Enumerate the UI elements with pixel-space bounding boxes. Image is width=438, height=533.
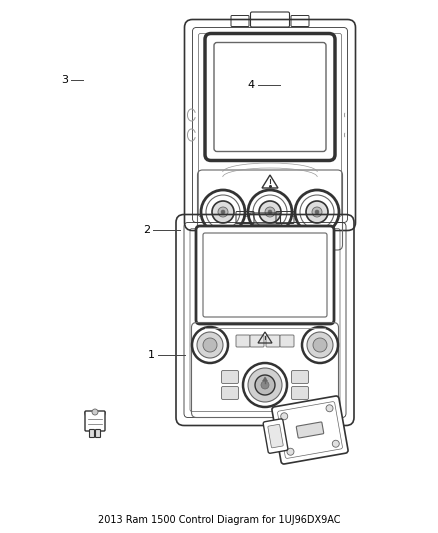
Circle shape xyxy=(295,190,339,234)
Text: 2013 Ram 1500 Control Diagram for 1UJ96DX9AC: 2013 Ram 1500 Control Diagram for 1UJ96D… xyxy=(98,515,340,525)
Text: 2: 2 xyxy=(143,225,150,235)
Circle shape xyxy=(302,327,338,363)
Circle shape xyxy=(287,448,294,455)
FancyBboxPatch shape xyxy=(263,419,288,453)
Circle shape xyxy=(255,375,275,395)
Wedge shape xyxy=(88,412,102,419)
FancyBboxPatch shape xyxy=(222,386,239,400)
Circle shape xyxy=(315,210,319,214)
FancyBboxPatch shape xyxy=(214,43,326,151)
Circle shape xyxy=(206,195,240,229)
Circle shape xyxy=(92,409,98,415)
Circle shape xyxy=(259,201,281,223)
FancyBboxPatch shape xyxy=(280,335,294,347)
FancyBboxPatch shape xyxy=(236,335,250,347)
FancyBboxPatch shape xyxy=(205,34,335,160)
Circle shape xyxy=(197,332,223,358)
FancyBboxPatch shape xyxy=(89,430,95,438)
FancyBboxPatch shape xyxy=(95,430,100,438)
FancyBboxPatch shape xyxy=(222,370,239,384)
FancyBboxPatch shape xyxy=(292,370,308,384)
FancyBboxPatch shape xyxy=(266,335,280,347)
Circle shape xyxy=(248,368,282,402)
Circle shape xyxy=(243,363,287,407)
Circle shape xyxy=(201,190,245,234)
FancyBboxPatch shape xyxy=(272,396,348,464)
FancyBboxPatch shape xyxy=(268,424,283,448)
Text: 4: 4 xyxy=(248,80,255,90)
FancyBboxPatch shape xyxy=(292,386,308,400)
Circle shape xyxy=(312,207,322,217)
Circle shape xyxy=(306,201,328,223)
Circle shape xyxy=(300,195,334,229)
Circle shape xyxy=(265,207,275,217)
FancyBboxPatch shape xyxy=(203,233,327,317)
Wedge shape xyxy=(85,412,105,422)
Circle shape xyxy=(332,440,339,447)
Circle shape xyxy=(203,338,217,352)
Circle shape xyxy=(248,190,292,234)
FancyBboxPatch shape xyxy=(250,335,264,347)
Polygon shape xyxy=(262,377,268,381)
Circle shape xyxy=(212,201,234,223)
Text: 3: 3 xyxy=(61,75,68,85)
FancyBboxPatch shape xyxy=(85,411,105,431)
Circle shape xyxy=(326,405,333,412)
Circle shape xyxy=(268,210,272,214)
FancyBboxPatch shape xyxy=(196,226,334,324)
Circle shape xyxy=(307,332,333,358)
Circle shape xyxy=(281,413,288,420)
Circle shape xyxy=(221,210,225,214)
Circle shape xyxy=(192,327,228,363)
FancyBboxPatch shape xyxy=(278,402,343,458)
Circle shape xyxy=(218,207,228,217)
FancyBboxPatch shape xyxy=(296,422,324,438)
Circle shape xyxy=(313,338,327,352)
Circle shape xyxy=(261,381,269,389)
Circle shape xyxy=(253,195,287,229)
Text: 1: 1 xyxy=(148,350,155,360)
